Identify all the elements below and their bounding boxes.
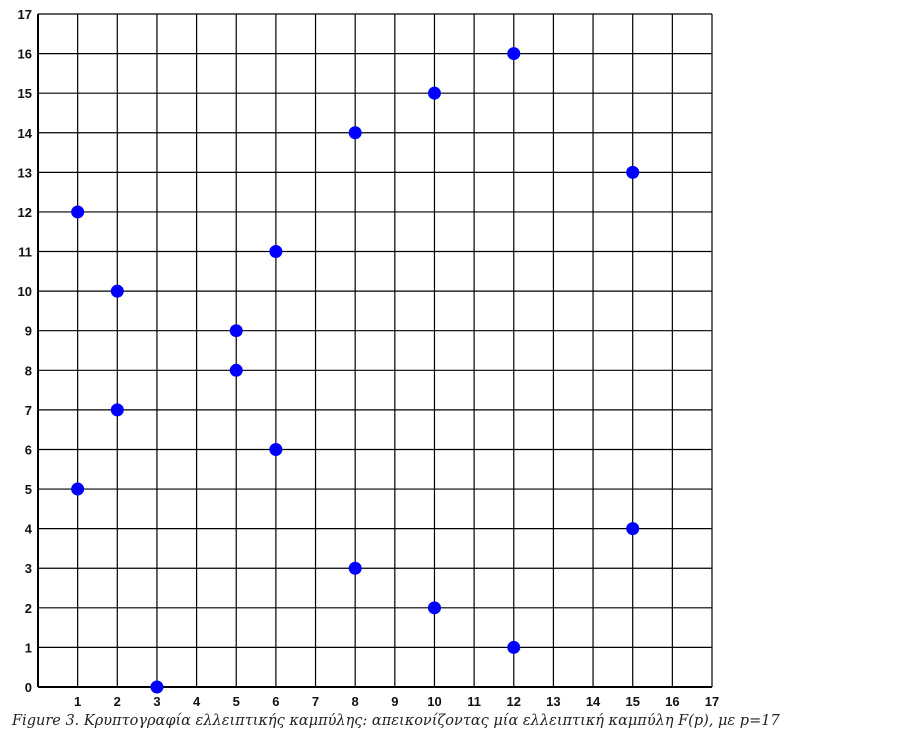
x-tick-label: 15 — [625, 694, 639, 709]
x-tick-label: 11 — [467, 694, 481, 709]
y-tick-label: 0 — [25, 680, 32, 695]
x-tick-label: 2 — [114, 694, 121, 709]
x-tick-label: 17 — [705, 694, 719, 709]
data-point — [507, 640, 521, 654]
y-tick-label: 16 — [18, 47, 32, 62]
data-point — [427, 86, 441, 100]
x-tick-label: 5 — [233, 694, 240, 709]
y-tick-label: 12 — [18, 205, 32, 220]
x-tick-label: 16 — [665, 694, 679, 709]
data-point — [229, 363, 243, 377]
data-point — [269, 442, 283, 456]
x-tick-label: 4 — [193, 694, 201, 709]
y-tick-label: 15 — [18, 86, 32, 101]
data-point — [110, 403, 124, 417]
data-point — [348, 561, 362, 575]
data-points — [71, 47, 640, 694]
data-point — [150, 680, 164, 694]
y-tick-label: 10 — [18, 284, 32, 299]
y-tick-label: 13 — [18, 165, 32, 180]
y-tick-label: 2 — [25, 601, 32, 616]
x-tick-label: 1 — [74, 694, 81, 709]
grid-lines — [37, 13, 713, 688]
x-tick-label: 10 — [427, 694, 441, 709]
figure-caption: Figure 3. Κρυπτογραφία ελλειπτικής καμπύ… — [12, 713, 780, 729]
x-tick-label: 3 — [153, 694, 160, 709]
y-tick-label: 3 — [25, 561, 32, 576]
y-tick-label: 6 — [25, 442, 32, 457]
data-point — [71, 205, 85, 219]
data-point — [269, 245, 283, 259]
y-tick-label: 14 — [18, 126, 33, 141]
data-point — [110, 284, 124, 298]
x-tick-label: 6 — [272, 694, 279, 709]
data-point — [348, 126, 362, 140]
data-point — [71, 482, 85, 496]
data-point — [229, 324, 243, 338]
x-tick-label: 14 — [586, 694, 601, 709]
data-point — [626, 165, 640, 179]
y-tick-label: 4 — [25, 522, 33, 537]
y-tick-label: 8 — [25, 363, 32, 378]
x-tick-labels: 1 2 3 4 5 6 7 8 9 10 11 12 13 14 15 16 17 — [74, 694, 719, 709]
data-point — [626, 522, 640, 536]
data-point — [507, 47, 521, 61]
y-tick-label: 17 — [18, 7, 32, 22]
y-tick-label: 1 — [25, 640, 32, 655]
data-point — [427, 601, 441, 615]
x-tick-label: 12 — [507, 694, 521, 709]
x-tick-label: 13 — [546, 694, 560, 709]
x-tick-label: 7 — [312, 694, 319, 709]
y-tick-label: 9 — [25, 324, 32, 339]
x-tick-label: 9 — [391, 694, 398, 709]
x-tick-label: 8 — [352, 694, 359, 709]
y-tick-label: 11 — [18, 245, 32, 260]
y-tick-label: 7 — [25, 403, 32, 418]
y-tick-label: 5 — [25, 482, 32, 497]
